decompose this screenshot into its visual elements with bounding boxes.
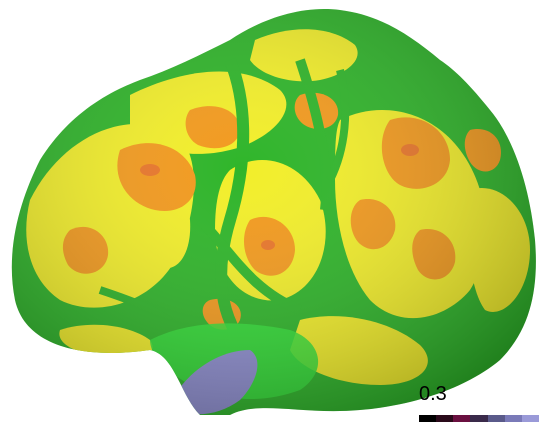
colorbar-swatch-6: [521, 415, 539, 422]
colorbar-swatch-3: [470, 415, 488, 422]
colorbar-swatch-2: [453, 415, 471, 422]
colorbar-swatch-0: [419, 415, 437, 422]
colorbar-swatch-5: [504, 415, 522, 422]
colorbar-swatch-4: [487, 415, 505, 422]
colorbar-swatch-1: [436, 415, 454, 422]
colorbar-label: 0.3: [419, 383, 447, 405]
colorbar: [419, 415, 539, 422]
